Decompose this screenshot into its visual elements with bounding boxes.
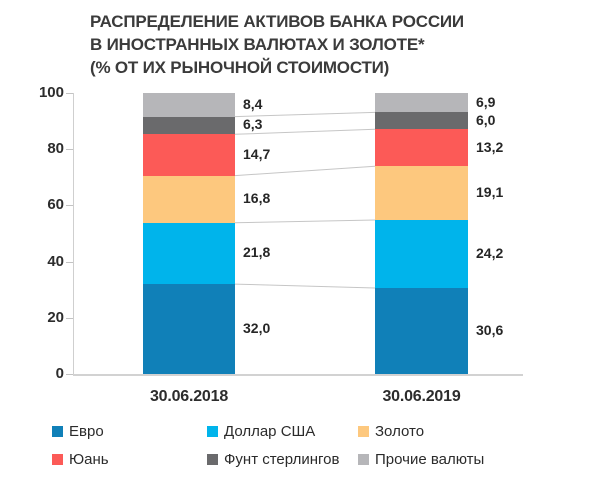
connector-line (234, 219, 376, 224)
legend-item-Евро: Евро (52, 423, 104, 440)
legend-swatch (52, 426, 63, 437)
x-axis-line (73, 374, 523, 376)
y-axis-tick-label: 20 (47, 309, 64, 326)
legend-item-Прочие валюты: Прочие валюты (358, 451, 484, 468)
value-label: 21,8 (243, 244, 271, 260)
legend-item-Юань: Юань (52, 451, 109, 468)
bar-segment-Юань (375, 129, 468, 167)
legend-label: Фунт стерлингов (224, 451, 340, 468)
legend-label: Юань (69, 451, 109, 468)
bar-segment-Золото (143, 175, 235, 223)
bar-segment-Прочие валюты (375, 93, 468, 113)
y-axis-tick (66, 93, 73, 94)
legend-item-Фунт стерлингов: Фунт стерлингов (207, 451, 339, 468)
bar-segment-Фунт стерлингов (143, 116, 235, 135)
bar-segment-Евро (143, 284, 235, 374)
value-label: 6,0 (476, 112, 496, 128)
legend-swatch (358, 426, 369, 437)
legend-swatch (358, 454, 369, 465)
y-axis-tick (66, 149, 73, 150)
value-label: 24,2 (476, 245, 504, 261)
y-axis-tick-label: 60 (47, 196, 64, 213)
y-axis-tick-label: 100 (38, 84, 64, 101)
x-axis-category-label: 30.06.2019 (382, 388, 461, 405)
y-axis-tick-label: 0 (55, 365, 64, 382)
bar-segment-Евро (375, 288, 468, 374)
value-label: 6,9 (476, 94, 496, 110)
chart-title: РАСПРЕДЕЛЕНИЕ АКТИВОВ БАНКА РОССИИ В ИНО… (90, 10, 464, 79)
legend-item-Доллар США: Доллар США (207, 423, 315, 440)
chart-title-line-3: (% ОТ ИХ РЫНОЧНОЙ СТОИМОСТИ) (90, 58, 390, 77)
legend-swatch (207, 426, 218, 437)
bar-segment-Прочие валюты (143, 93, 235, 117)
value-label: 32,0 (243, 320, 271, 336)
y-axis-tick (66, 205, 73, 206)
connector-line (234, 165, 376, 177)
value-label: 14,7 (243, 146, 271, 162)
value-label: 13,2 (476, 139, 504, 155)
legend-label: Евро (69, 423, 104, 440)
value-label: 30,6 (476, 322, 504, 338)
y-axis-line (73, 93, 74, 374)
y-axis-tick-label: 40 (47, 253, 64, 270)
chart-title-line-2: В ИНОСТРАННЫХ ВАЛЮТАХ И ЗОЛОТЕ* (90, 35, 425, 54)
legend-label: Прочие валюты (375, 451, 485, 468)
bar-segment-Золото (375, 166, 468, 220)
legend-item-Золото: Золото (358, 423, 424, 440)
legend-swatch (52, 454, 63, 465)
y-axis-tick-label: 80 (47, 140, 64, 157)
y-axis-tick (66, 318, 73, 319)
connector-line (234, 283, 376, 289)
legend-swatch (207, 454, 218, 465)
value-label: 6,3 (243, 116, 263, 132)
y-axis-tick (66, 262, 73, 263)
legend-label: Золото (375, 423, 425, 440)
bar-segment-Юань (143, 134, 235, 176)
bar-segment-Доллар США (375, 220, 468, 288)
x-axis-category-label: 30.06.2018 (149, 388, 229, 405)
value-label: 19,1 (476, 184, 504, 200)
value-label: 8,4 (243, 96, 263, 112)
y-axis-tick (66, 374, 73, 375)
legend-label: Доллар США (224, 423, 316, 440)
chart-title-line-1: РАСПРЕДЕЛЕНИЕ АКТИВОВ БАНКА РОССИИ (90, 12, 464, 31)
bar-segment-Фунт стерлингов (375, 112, 468, 130)
bar-segment-Доллар США (143, 222, 235, 285)
value-label: 16,8 (243, 190, 271, 206)
